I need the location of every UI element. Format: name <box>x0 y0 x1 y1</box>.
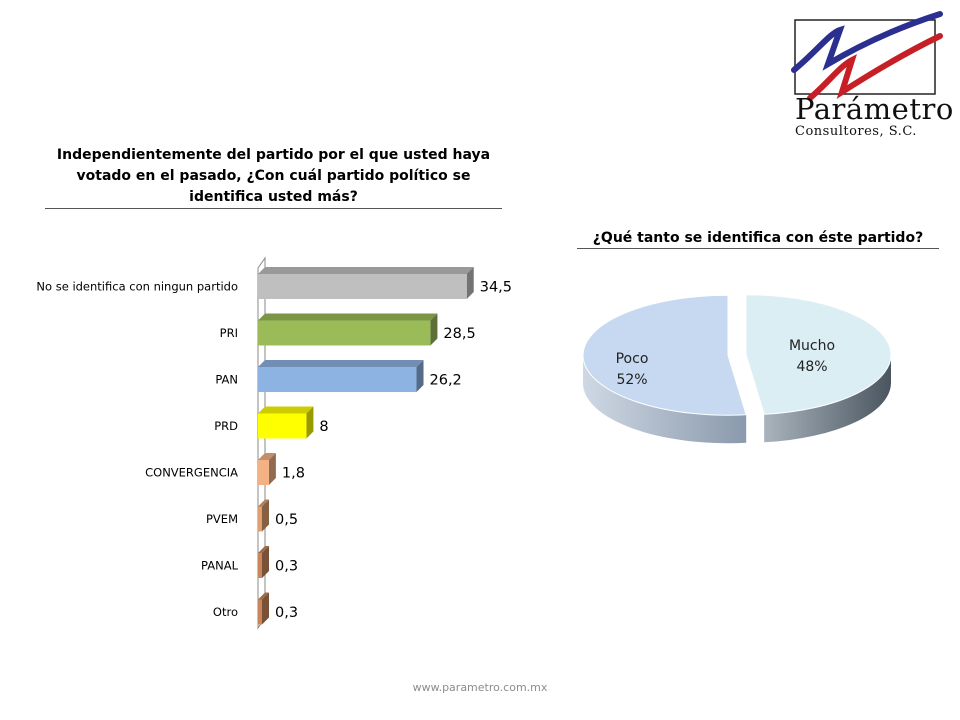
bar-4 <box>258 453 276 485</box>
logo-red-stroke <box>807 33 943 101</box>
parametro-logo <box>791 11 943 101</box>
bar-chart: No se identifica con ningun partido 34,5 P… <box>36 256 512 630</box>
value-label-2: 26,2 <box>430 373 462 389</box>
pie-label-0: Mucho <box>789 338 835 354</box>
bar-5 <box>258 499 269 532</box>
logo-subname: Consultores, S.C. <box>795 124 917 139</box>
pie-chart-title: ¿Qué tanto se identifica con éste partid… <box>592 230 924 246</box>
value-label-0: 34,5 <box>480 280 512 296</box>
category-label-0: No se identifica con ningun partido <box>36 280 238 294</box>
category-label-2: PAN <box>215 373 238 387</box>
bar-chart-title-rule <box>45 208 502 209</box>
logo-blue-stroke <box>791 11 943 73</box>
category-label-6: PANAL <box>201 559 239 573</box>
bar-0 <box>258 267 474 299</box>
category-label-3: PRD <box>214 419 238 433</box>
value-label-5: 0,5 <box>275 512 298 528</box>
pie-chart-title-rule <box>577 248 939 249</box>
logo-name: Parámetro <box>795 92 954 126</box>
category-label-5: PVEM <box>206 512 238 526</box>
pie-slice-0 <box>745 294 892 443</box>
value-label-3: 8 <box>319 419 328 435</box>
pie-label-1: Poco <box>616 351 649 367</box>
category-label-1: PRI <box>220 326 238 340</box>
value-label-4: 1,8 <box>282 466 305 482</box>
pie-chart: Mucho 48% Poco 52% <box>582 294 892 444</box>
category-label-4: CONVERGENCIA <box>145 466 238 480</box>
bar-2 <box>258 360 424 392</box>
bar-1 <box>258 313 438 346</box>
value-label-6: 0,3 <box>275 559 298 575</box>
pie-value-0: 48% <box>796 359 827 375</box>
pie-slice-1 <box>582 294 747 444</box>
bar-chart-title: Independientemente del partido por el qu… <box>56 147 491 205</box>
footer-url: www.parametro.com.mx <box>412 681 548 694</box>
pie-value-1: 52% <box>616 372 647 388</box>
category-label-7: Otro <box>213 605 238 619</box>
value-label-1: 28,5 <box>443 326 475 342</box>
bar-7 <box>258 592 269 625</box>
value-label-7: 0,3 <box>275 605 298 621</box>
bar-6 <box>258 546 269 578</box>
bar-3 <box>258 406 314 439</box>
logo-frame <box>794 19 936 95</box>
